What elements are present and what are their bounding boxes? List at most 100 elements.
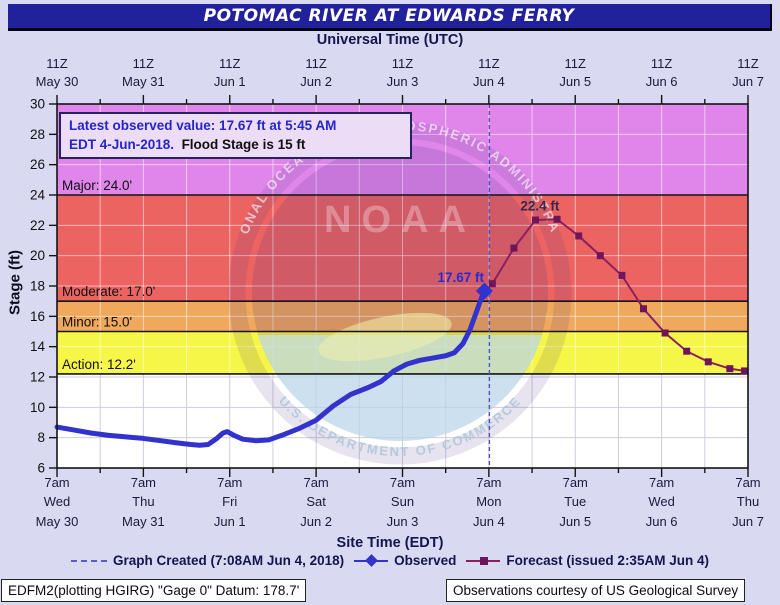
y-tick-label: 28: [30, 127, 45, 142]
legend-item-observed: Observed: [354, 553, 456, 568]
forecast-marker: [639, 305, 647, 313]
forecast-line-sample: [466, 556, 501, 565]
forecast-marker: [704, 358, 712, 366]
y-tick-label: 8: [37, 430, 45, 445]
forecast-marker: [488, 280, 496, 288]
bottom-tick-time: 7am: [649, 475, 674, 490]
bottom-tick-time: 7am: [217, 475, 242, 490]
flood-label-moderate: Moderate: 17.0': [62, 284, 155, 299]
top-tick-date: Jun 1: [214, 74, 246, 89]
bottom-tick-date: Jun 2: [300, 514, 332, 529]
bottom-tick-date: May 30: [36, 514, 79, 529]
observed-line-sample: [354, 553, 389, 567]
gage-datum-info: EDFM2(plotting HGIRG) "Gage 0" Datum: 17…: [1, 579, 307, 602]
y-tick-label: 10: [30, 400, 45, 415]
top-tick-time: 11Z: [737, 56, 758, 71]
y-tick-label: 22: [30, 218, 45, 233]
forecast-marker: [741, 367, 749, 375]
bottom-tick-time: 7am: [476, 475, 501, 490]
top-axis-title: Universal Time (UTC): [316, 32, 464, 48]
title-bar: POTOMAC RIVER AT EDWARDS FERRY: [8, 4, 772, 31]
square-marker-icon: [480, 556, 489, 565]
bottom-tick-date: Jun 3: [387, 514, 419, 529]
annotation-line2: EDT 4-Jun-2018. Flood Stage is 15 ft: [69, 137, 306, 152]
plot-border: [56, 103, 749, 469]
bottom-tick-time: 7am: [563, 475, 588, 490]
forecast-marker: [726, 365, 734, 373]
y-axis-title: Stage (ft): [6, 250, 24, 315]
top-tick-date: Jun 4: [473, 74, 505, 89]
bottom-tick-weekday: Mon: [476, 494, 501, 509]
legend-forecast-label: Forecast (issued 2:35AM Jun 4): [506, 553, 709, 568]
bottom-tick-time: 7am: [390, 475, 415, 490]
watermark-sea: [258, 335, 542, 441]
top-tick-date: May 30: [36, 74, 79, 89]
bottom-tick-date: Jun 7: [732, 514, 764, 529]
watermark-noaa-text: NOAA: [324, 199, 476, 241]
y-tick-label: 24: [30, 188, 46, 203]
top-tick-time: 11Z: [651, 56, 672, 71]
top-tick-time: 11Z: [305, 56, 326, 71]
bottom-tick-weekday: Wed: [44, 494, 71, 509]
top-tick-date: Jun 5: [559, 74, 591, 89]
top-tick-date: Jun 6: [646, 74, 678, 89]
bottom-tick-time: 7am: [303, 475, 328, 490]
bottom-tick-date: Jun 1: [214, 514, 246, 529]
legend-item-forecast: Forecast (issued 2:35AM Jun 4): [466, 553, 709, 568]
flood-label-action: Action: 12.2': [62, 357, 136, 372]
bottom-tick-date: Jun 5: [559, 514, 591, 529]
bottom-tick-weekday: Thu: [737, 494, 759, 509]
point-label: 17.67 ft: [437, 270, 484, 285]
axes: 11Z May 30 7am Wed May 30 11Z May 31 7am Thu May …: [30, 56, 764, 529]
forecast-marker: [596, 252, 604, 260]
observations-credit: Observations courtesy of US Geological S…: [446, 579, 746, 602]
dashed-line-sample: [71, 559, 108, 562]
top-tick-date: May 31: [122, 74, 165, 89]
bottom-tick-weekday: Sat: [306, 494, 326, 509]
bottom-tick-weekday: Fri: [222, 494, 237, 509]
forecast-marker: [683, 347, 691, 355]
bottom-tick-date: Jun 4: [473, 514, 505, 529]
forecast-marker: [532, 216, 540, 224]
bottom-tick-time: 7am: [735, 475, 760, 490]
bottom-tick-weekday: Wed: [648, 494, 675, 509]
flood-label-minor: Minor: 15.0': [62, 315, 132, 330]
y-tick-label: 16: [30, 309, 45, 324]
latest-observed-annotation: Latest observed value: 17.67 ft at 5:45 …: [59, 112, 412, 159]
point-label: 22.4 ft: [520, 198, 560, 213]
top-tick-time: 11Z: [565, 56, 586, 71]
flood-lines: Major: 24.0' Moderate: 17.0' Minor: 15.0' A…: [57, 178, 748, 375]
forecast-marker: [618, 271, 626, 279]
bottom-tick-weekday: Tue: [564, 494, 586, 509]
flood-label-major: Major: 24.0': [62, 178, 132, 193]
watermark-bird: [318, 312, 452, 362]
top-tick-time: 11Z: [133, 56, 154, 71]
forecast-marker: [661, 329, 669, 337]
top-tick-date: Jun 2: [300, 74, 332, 89]
forecast-series: [488, 215, 749, 375]
bottom-tick-date: May 31: [122, 514, 165, 529]
y-tick-label: 26: [30, 157, 45, 172]
legend-item-created: Graph Created (7:08AM Jun 4, 2018): [71, 553, 344, 568]
legend: Graph Created (7:08AM Jun 4, 2018) Obser…: [0, 553, 780, 568]
y-tick-label: 18: [30, 279, 45, 294]
top-tick-time: 11Z: [46, 56, 67, 71]
bottom-tick-date: Jun 6: [646, 514, 678, 529]
bottom-tick-time: 7am: [44, 475, 69, 490]
bottom-axis-title: Site Time (EDT): [336, 535, 444, 551]
top-tick-date: Jun 7: [732, 74, 764, 89]
y-tick-label: 30: [30, 97, 45, 112]
y-tick-label: 14: [30, 339, 46, 354]
forecast-marker: [553, 215, 561, 223]
y-tick-label: 20: [30, 248, 45, 263]
bottom-tick-time: 7am: [131, 475, 156, 490]
legend-created-label: Graph Created (7:08AM Jun 4, 2018): [113, 553, 345, 568]
top-tick-date: Jun 3: [387, 74, 419, 89]
forecast-marker: [575, 232, 583, 240]
bottom-tick-weekday: Sun: [391, 494, 414, 509]
top-tick-time: 11Z: [219, 56, 240, 71]
y-tick-label: 6: [37, 461, 45, 476]
diamond-marker-icon: [365, 553, 378, 567]
top-tick-time: 11Z: [478, 56, 499, 71]
